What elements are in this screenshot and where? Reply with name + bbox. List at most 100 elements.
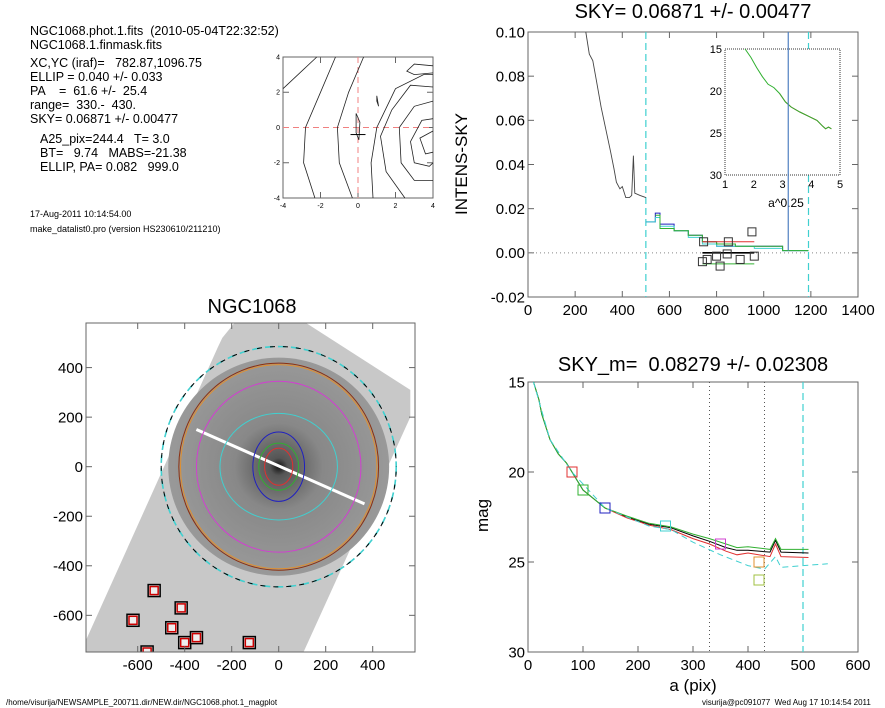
step-profile-blue (645, 212, 809, 252)
info-fit-line: range= 330.- 430. (30, 98, 136, 112)
sky-xtick-label: 1200 (794, 302, 827, 319)
mag-marker-green (577, 484, 589, 496)
sky-ytick-label: 0.10 (496, 24, 525, 41)
sky-sample-square (735, 254, 745, 264)
mag-ytick-label: 30 (508, 644, 525, 661)
sky-sample-square (715, 261, 725, 271)
sky-sample-square (697, 257, 707, 267)
isophote-ellipse-red (264, 447, 294, 486)
info-program: make_datalist0.pro (version HS230610/211… (30, 224, 221, 234)
mask-region (179, 637, 190, 648)
info-param-line: ELLIP, PA= 0.082 999.0 (40, 160, 179, 174)
sky-xtick-label: 600 (657, 302, 682, 319)
inset-frame (724, 48, 841, 176)
mag-xtick-label: 400 (735, 657, 760, 674)
mag-xtick-label: 100 (570, 657, 595, 674)
inset-ytick-label: 20 (710, 86, 722, 98)
isophote-ellipse-brown (178, 362, 380, 571)
info-fit-line: SKY= 0.06871 +/- 0.00477 (30, 112, 179, 126)
contour-xtick-label: -2 (317, 203, 323, 210)
sky-xtick-label: 200 (563, 302, 588, 319)
inset-ytick-label: 25 (710, 128, 722, 140)
inset-xlabel: a^0.25 (768, 196, 804, 210)
contour-line (398, 100, 434, 181)
sky-sample-square (702, 254, 712, 264)
isophote-ellipse-cyan (219, 412, 338, 521)
isophote-ellipse-orange (179, 364, 378, 570)
major-axis-line (195, 428, 366, 506)
mag-marker-cyan (660, 520, 671, 532)
sky-plot-title: SKY= 0.06871 +/- 0.00477 (574, 1, 812, 23)
mag-xtick-label: 0 (524, 657, 532, 674)
mask-region (149, 585, 159, 596)
mag-ytick-label: 25 (508, 554, 525, 571)
mag-marker-magenta (715, 538, 726, 550)
mag-plot-title: SKY_m= 0.08279 +/- 0.02308 (557, 354, 829, 376)
mag-profile-green (533, 381, 809, 550)
contour-xtick-label: 4 (431, 203, 435, 210)
info-fit-line: XC,YC (iraf)= 782.87,1096.75 (30, 56, 202, 70)
mag-profile-cyan (533, 381, 828, 570)
footer-user-time: visurija@pc091077 Wed Aug 17 10:14:54 20… (702, 698, 871, 707)
sky-ytick-label: 0.00 (496, 245, 525, 262)
image-xtick-label: 200 (313, 657, 338, 674)
image-xtick-label: -200 (217, 657, 247, 674)
contour-line (303, 56, 336, 199)
sky-sample-square (749, 251, 759, 261)
sky-ytick-label: -0.02 (491, 289, 525, 306)
mask-region (142, 647, 152, 652)
sky-xtick-label: 1000 (747, 302, 780, 319)
contour-ytick-label: 4 (276, 54, 280, 61)
contour-line (282, 56, 318, 89)
mask-region (244, 637, 255, 648)
contour-ytick-label: -4 (274, 195, 280, 202)
inset-ytick-label: 15 (710, 44, 722, 56)
mask-region (176, 603, 186, 613)
sky-sample-square (712, 251, 722, 261)
inset-xtick-label: 5 (837, 179, 843, 191)
inset-xtick-label: 3 (779, 179, 785, 191)
image-ytick-label: 400 (58, 360, 83, 377)
mag-xlabel: a (pix) (669, 676, 717, 695)
contour-line (336, 56, 364, 199)
image-plot-title: NGC1068 (207, 296, 297, 318)
contour-xtick-label: -4 (280, 203, 286, 210)
image-ytick-label: 0 (75, 459, 83, 476)
contour-line (376, 95, 379, 107)
sky-ytick-label: 0.08 (496, 68, 525, 85)
contour-ytick-label: 2 (276, 90, 280, 97)
isophote-ellipse-green (258, 442, 300, 491)
contour-line (370, 74, 433, 199)
contour-line (380, 84, 434, 199)
mag-marker-orange (753, 556, 765, 568)
sky-sample-square (699, 237, 709, 247)
contour-xtick-label: 2 (394, 203, 398, 210)
contour-ytick-label: 0 (276, 125, 280, 132)
mag-xtick-label: 300 (680, 657, 705, 674)
sky-ytick-label: 0.06 (496, 113, 525, 130)
info-file-line: NGC1068.phot.1.fits (2010-05-04T22:32:52… (30, 24, 279, 38)
mag-frame (527, 381, 859, 653)
step-profile-green (655, 214, 809, 252)
image-xtick-label: -600 (123, 657, 153, 674)
image-ytick-label: -400 (53, 558, 83, 575)
contour-line (355, 113, 361, 140)
mag-xtick-label: 500 (790, 657, 815, 674)
image-frame (85, 322, 416, 653)
inset-ytick-label: 30 (710, 170, 722, 182)
contour-ytick-label: -2 (274, 160, 280, 167)
mag-marker-red (566, 466, 578, 478)
mask-region (128, 615, 138, 626)
sky-xtick-label: 800 (704, 302, 729, 319)
outer-ellipse-black (160, 346, 397, 588)
info-date: 17-Aug-2011 10:14:54.00 (30, 209, 132, 219)
image-xtick-label: 400 (360, 657, 385, 674)
sky-sample-square (723, 237, 733, 247)
image-ytick-label: 200 (58, 409, 83, 426)
mask-region (191, 632, 202, 643)
contour-line (419, 130, 434, 155)
contour-line (406, 63, 434, 76)
intensity-profile (585, 31, 647, 199)
